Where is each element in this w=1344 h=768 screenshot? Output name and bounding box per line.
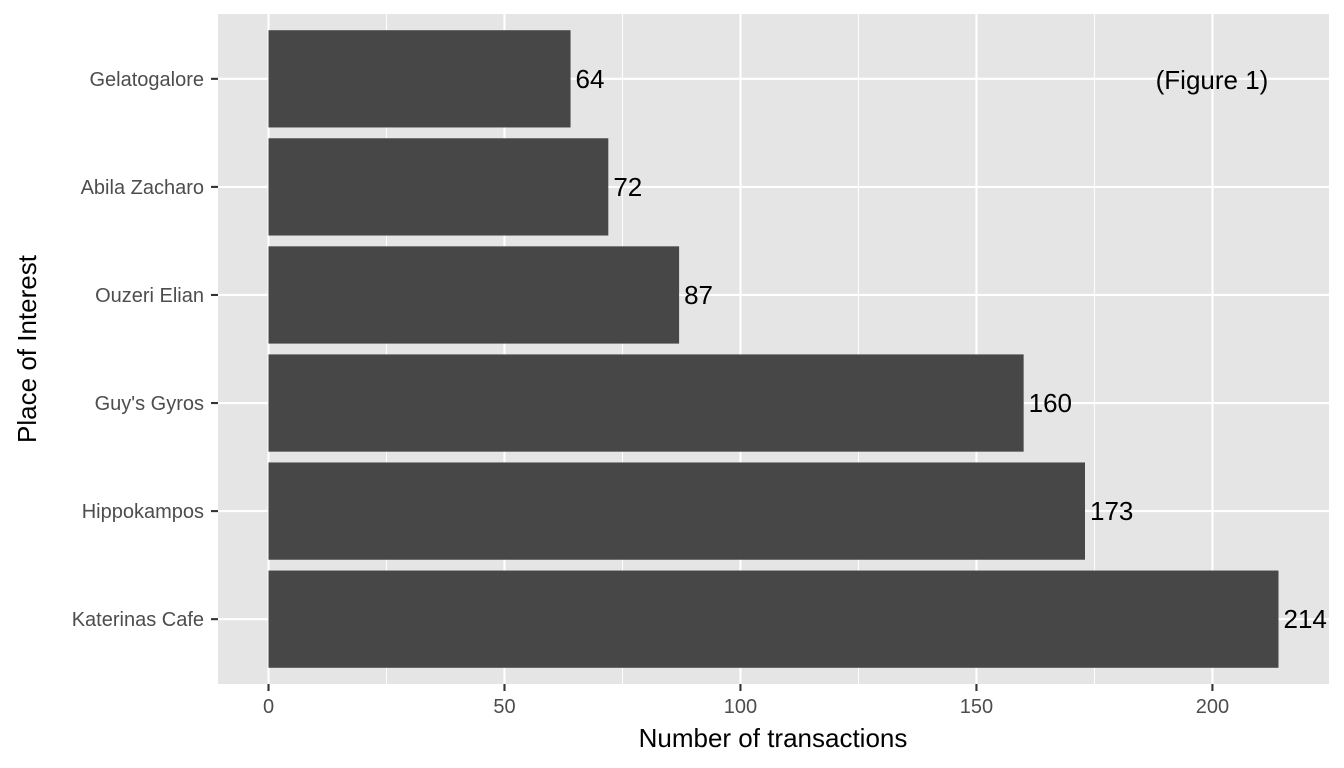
x-tick-label: 150 xyxy=(960,696,993,718)
bar xyxy=(268,354,1024,452)
y-tick-label: Ouzeri Elian xyxy=(95,285,204,307)
y-axis-title: Place of Interest xyxy=(12,254,42,443)
y-axis: Gelatogalore Abila Zacharo Ouzeri Elian Guy… xyxy=(72,69,218,631)
y-tick-label: Guy's Gyros xyxy=(95,393,204,415)
x-tick-label: 200 xyxy=(1196,696,1229,718)
y-tick-label: Gelatogalore xyxy=(89,69,204,91)
x-tick-label: 0 xyxy=(263,696,274,718)
bar-value-label: 72 xyxy=(613,172,642,202)
bar xyxy=(268,462,1085,560)
x-tick-label: 50 xyxy=(493,696,515,718)
bar xyxy=(268,246,680,344)
bar-value-label: 64 xyxy=(576,64,605,94)
x-axis-title: Number of transactions xyxy=(639,723,908,753)
y-tick-label: Hippokampos xyxy=(82,501,204,523)
figure-annotation: (Figure 1) xyxy=(1156,65,1269,95)
x-tick-label: 100 xyxy=(724,696,757,718)
bars xyxy=(268,30,1279,668)
bar-value-label: 87 xyxy=(684,280,713,310)
bar xyxy=(268,30,571,128)
bar-value-label: 173 xyxy=(1090,496,1133,526)
data-labels: 64 72 87 160 173 214 xyxy=(576,64,1327,634)
bar xyxy=(268,570,1279,668)
x-axis: 0 50 100 150 200 xyxy=(263,684,1229,718)
y-tick-label: Katerinas Cafe xyxy=(72,609,204,631)
y-tick-label: Abila Zacharo xyxy=(81,177,204,199)
bar-value-label: 214 xyxy=(1284,604,1327,634)
bar-value-label: 160 xyxy=(1029,388,1072,418)
bar xyxy=(268,138,609,236)
